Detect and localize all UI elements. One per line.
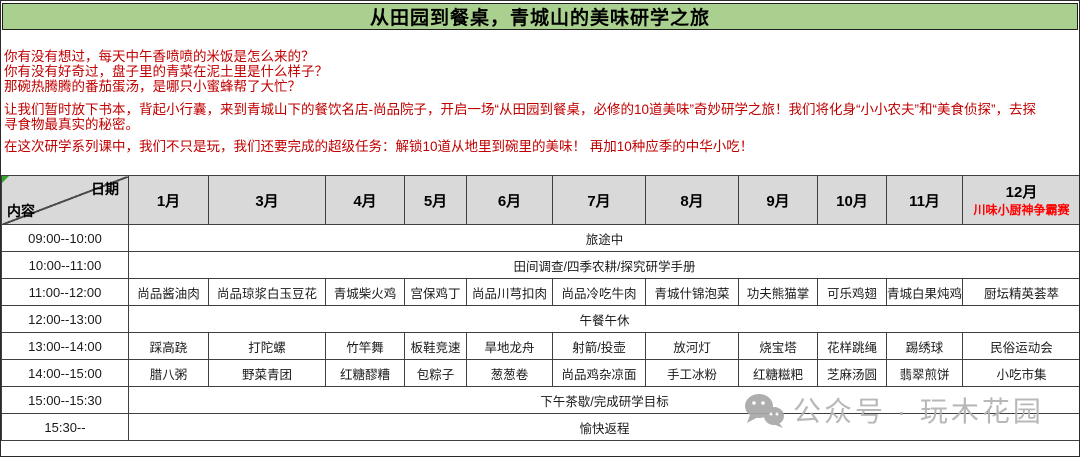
activity-cell: 腊八粥 — [128, 359, 209, 387]
activity-cell: 烧宝塔 — [738, 332, 818, 360]
month-header: 8月 — [645, 175, 739, 225]
time-cell: 15:00--15:30 — [1, 386, 129, 414]
title-banner: 从田园到餐桌，青城山的美味研学之旅 — [2, 3, 1078, 30]
activity-cell: 宫保鸡丁 — [404, 278, 467, 306]
activity-cell: 尚品琼浆白玉豆花 — [208, 278, 326, 306]
table-row: 10:00--11:00 田间调查/四季农耕/探究研学手册 — [1, 251, 1079, 279]
time-cell: 12:00--13:00 — [1, 305, 129, 333]
activity-cell: 可乐鸡翅 — [817, 278, 887, 306]
merged-activity-cell: 旅途中 — [128, 224, 1079, 252]
intro-text-block: 你有没有想过，每天中午香喷喷的米饭是怎么来的？ 你有没有好奇过，盘子里的青菜在泥… — [4, 49, 1079, 154]
activity-cell: 竹竿舞 — [325, 332, 405, 360]
table-row: 12:00--13:00 午餐午休 — [1, 305, 1079, 333]
activity-cell: 青城白果炖鸡 — [886, 278, 963, 306]
intro-line: 在这次研学系列课中，我们不只是玩，我们还要完成的超级任务：解锁10道从地里到碗里… — [4, 139, 754, 154]
month-header: 9月 — [738, 175, 818, 225]
schedule-body: 09:00--10:00 旅途中 10:00--11:00 田间调查/四季农耕/探究研… — [1, 224, 1079, 441]
time-cell: 14:00--15:00 — [1, 359, 129, 387]
table-row: 11:00--12:00 尚品酱油肉 尚品琼浆白玉豆花 青城柴火鸡 宫保鸡丁 尚品川芎扣肉… — [1, 278, 1079, 306]
month-label: 12月 — [1005, 183, 1038, 201]
time-cell: 09:00--10:00 — [1, 224, 129, 252]
activity-cell: 踩高跷 — [128, 332, 209, 360]
intro-line: 你有没有想过，每天中午香喷喷的米饭是怎么来的？ — [4, 49, 315, 64]
table-row: 09:00--10:00 旅途中 — [1, 224, 1079, 252]
intro-line: 那碗热腾腾的番茄蛋汤，是哪只小蜜蜂帮了大忙？ — [4, 79, 301, 94]
merged-activity-cell: 愉快返程 — [128, 413, 1079, 441]
month-header: 7月 — [552, 175, 646, 225]
month-header: 1月 — [128, 175, 209, 225]
month-header-december: 12月 川味小厨神争霸赛 — [962, 175, 1079, 225]
intro-line: 你有没有好奇过，盘子里的青菜在泥土里是什么样子？ — [4, 64, 328, 79]
activity-cell: 尚品鸡杂凉面 — [552, 359, 646, 387]
activity-cell: 红糖醪糟 — [325, 359, 405, 387]
activity-cell: 尚品冷吃牛肉 — [552, 278, 646, 306]
activity-cell: 板鞋竞速 — [404, 332, 467, 360]
month-header: 6月 — [466, 175, 553, 225]
merged-activity-cell: 下午茶歇/完成研学目标 — [128, 386, 1079, 414]
activity-cell: 芝麻汤圆 — [817, 359, 887, 387]
time-cell: 15:30-- — [1, 413, 129, 441]
corner-label-content: 内容 — [7, 203, 35, 219]
activity-cell: 手工冰粉 — [645, 359, 739, 387]
month-header: 11月 — [886, 175, 963, 225]
month-header: 5月 — [404, 175, 467, 225]
activity-cell: 小吃市集 — [962, 359, 1079, 387]
activity-cell: 青城什锦泡菜 — [645, 278, 739, 306]
excel-corner-flag-icon — [2, 176, 9, 183]
activity-cell: 野菜青团 — [208, 359, 326, 387]
merged-activity-cell: 田间调查/四季农耕/探究研学手册 — [128, 251, 1079, 279]
intro-line: 寻食物最真实的秘密。 — [4, 117, 139, 132]
page-title: 从田园到餐桌，青城山的美味研学之旅 — [369, 8, 710, 29]
activity-cell: 功夫熊猫掌 — [738, 278, 818, 306]
activity-cell: 尚品川芎扣肉 — [466, 278, 553, 306]
table-row: 15:30-- 愉快返程 — [1, 413, 1079, 441]
activity-cell: 尚品酱油肉 — [128, 278, 209, 306]
activity-cell: 红糖糍粑 — [738, 359, 818, 387]
time-cell: 13:00--14:00 — [1, 332, 129, 360]
activity-cell: 踢绣球 — [886, 332, 963, 360]
corner-label-date: 日期 — [91, 181, 119, 197]
activity-cell: 青城柴火鸡 — [325, 278, 405, 306]
month-header: 4月 — [325, 175, 405, 225]
header-row: 日期 内容 1月 3月 4月 5月 6月 7月 8月 9月 10月 11月 12… — [1, 175, 1079, 225]
time-cell: 10:00--11:00 — [1, 251, 129, 279]
month-header: 10月 — [817, 175, 887, 225]
corner-header-cell: 日期 内容 — [1, 175, 129, 225]
table-row: 15:00--15:30 下午茶歇/完成研学目标 — [1, 386, 1079, 414]
table-row: 13:00--14:00 踩高跷 打陀螺 竹竿舞 板鞋竞速 旱地龙舟 射箭/投壶 放河灯 烧宝塔… — [1, 332, 1079, 360]
activity-cell: 花样跳绳 — [817, 332, 887, 360]
activity-cell: 厨坛精英荟萃 — [962, 278, 1079, 306]
intro-line: 让我们暂时放下书本，背起小行囊，来到青城山下的餐饮名店-尚品院子，开启一场“从田… — [4, 102, 1036, 117]
table-row: 14:00--15:00 腊八粥 野菜青团 红糖醪糟 包粽子 葱葱卷 尚品鸡杂凉面 手工冰粉红… — [1, 359, 1079, 387]
activity-cell: 葱葱卷 — [466, 359, 553, 387]
activity-cell: 射箭/投壶 — [552, 332, 646, 360]
activity-cell: 打陀螺 — [208, 332, 326, 360]
activity-cell: 放河灯 — [645, 332, 739, 360]
activity-cell: 包粽子 — [404, 359, 467, 387]
activity-cell: 翡翠煎饼 — [886, 359, 963, 387]
merged-activity-cell: 午餐午休 — [128, 305, 1079, 333]
activity-cell: 民俗运动会 — [962, 332, 1079, 360]
schedule-table: 日期 内容 1月 3月 4月 5月 6月 7月 8月 9月 10月 11月 12… — [1, 175, 1079, 441]
activity-cell: 旱地龙舟 — [466, 332, 553, 360]
time-cell: 11:00--12:00 — [1, 278, 129, 306]
december-note: 川味小厨神争霸赛 — [973, 202, 1070, 217]
month-header: 3月 — [208, 175, 326, 225]
